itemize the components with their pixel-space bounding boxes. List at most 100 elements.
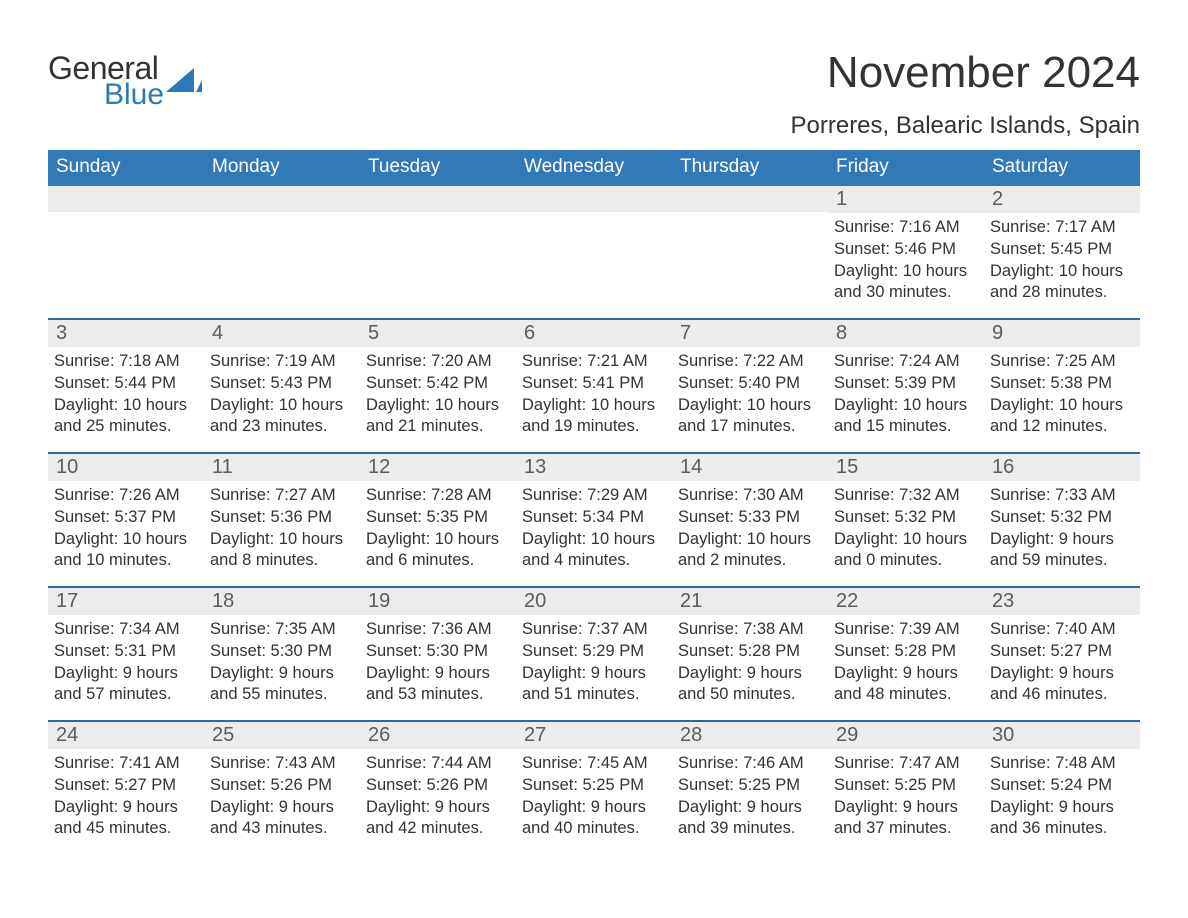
daylight-line: Daylight: 9 hours and 55 minutes. [210, 663, 354, 707]
sunset-line: Sunset: 5:39 PM [834, 373, 978, 395]
sunrise-line: Sunrise: 7:29 AM [522, 485, 666, 507]
daynum-row: 13 [516, 454, 672, 481]
day-15: 15Sunrise: 7:32 AMSunset: 5:32 PMDayligh… [828, 454, 984, 586]
daylight-line: Daylight: 10 hours and 8 minutes. [210, 529, 354, 573]
daynum-row: 29 [828, 722, 984, 749]
sunset-line: Sunset: 5:27 PM [990, 641, 1134, 663]
day-number: 14 [680, 456, 702, 478]
dow-monday: Monday [204, 150, 360, 186]
sunset-line: Sunset: 5:29 PM [522, 641, 666, 663]
day-body: Sunrise: 7:48 AMSunset: 5:24 PMDaylight:… [990, 749, 1134, 840]
logo: General Blue [48, 52, 202, 110]
daynum-row: 6 [516, 320, 672, 347]
day-body: Sunrise: 7:20 AMSunset: 5:42 PMDaylight:… [366, 347, 510, 438]
sunrise-line: Sunrise: 7:26 AM [54, 485, 198, 507]
sunset-line: Sunset: 5:26 PM [210, 775, 354, 797]
day-11: 11Sunrise: 7:27 AMSunset: 5:36 PMDayligh… [204, 454, 360, 586]
sunrise-line: Sunrise: 7:44 AM [366, 753, 510, 775]
dow-tuesday: Tuesday [360, 150, 516, 186]
sunrise-line: Sunrise: 7:20 AM [366, 351, 510, 373]
day-body: Sunrise: 7:37 AMSunset: 5:29 PMDaylight:… [522, 615, 666, 706]
day-number: 6 [524, 322, 535, 344]
daynum-row: 3 [48, 320, 204, 347]
daylight-line: Daylight: 9 hours and 39 minutes. [678, 797, 822, 841]
daylight-line: Daylight: 10 hours and 15 minutes. [834, 395, 978, 439]
logo-text: General Blue [48, 52, 164, 110]
daylight-line: Daylight: 9 hours and 37 minutes. [834, 797, 978, 841]
sunset-line: Sunset: 5:28 PM [834, 641, 978, 663]
day-28: 28Sunrise: 7:46 AMSunset: 5:25 PMDayligh… [672, 722, 828, 854]
daynum-row: 22 [828, 588, 984, 615]
daynum-row [204, 186, 360, 212]
daynum-row: 27 [516, 722, 672, 749]
sunrise-line: Sunrise: 7:41 AM [54, 753, 198, 775]
dow-sunday: Sunday [48, 150, 204, 186]
daynum-row: 25 [204, 722, 360, 749]
sunset-line: Sunset: 5:32 PM [990, 507, 1134, 529]
daylight-line: Daylight: 10 hours and 19 minutes. [522, 395, 666, 439]
day-23: 23Sunrise: 7:40 AMSunset: 5:27 PMDayligh… [984, 588, 1140, 720]
sunset-line: Sunset: 5:26 PM [366, 775, 510, 797]
sunrise-line: Sunrise: 7:17 AM [990, 217, 1134, 239]
sunset-line: Sunset: 5:44 PM [54, 373, 198, 395]
daylight-line: Daylight: 10 hours and 30 minutes. [834, 261, 978, 305]
day-number: 2 [992, 188, 1003, 210]
day-25: 25 Sunrise: 7:43 AMSunset: 5:26 PMDayligh… [204, 722, 360, 854]
day-5: 5Sunrise: 7:20 AMSunset: 5:42 PMDaylight… [360, 320, 516, 452]
daylight-line: Daylight: 9 hours and 57 minutes. [54, 663, 198, 707]
sunrise-line: Sunrise: 7:33 AM [990, 485, 1134, 507]
sunset-line: Sunset: 5:43 PM [210, 373, 354, 395]
day-29: 29 Sunrise: 7:47 AMSunset: 5:25 PMDayligh… [828, 722, 984, 854]
sunrise-line: Sunrise: 7:47 AM [834, 753, 978, 775]
daynum-row: 10 [48, 454, 204, 481]
day-body: Sunrise: 7:43 AMSunset: 5:26 PMDaylight:… [210, 749, 354, 840]
day-number: 9 [992, 322, 1003, 344]
sunset-line: Sunset: 5:40 PM [678, 373, 822, 395]
daylight-line: Daylight: 10 hours and 6 minutes. [366, 529, 510, 573]
day-24: 24Sunrise: 7:41 AMSunset: 5:27 PMDayligh… [48, 722, 204, 854]
location: Porreres, Balearic Islands, Spain [791, 112, 1141, 140]
day-number: 10 [56, 456, 78, 478]
day-number: 3 [56, 322, 67, 344]
day-number: 4 [212, 322, 223, 344]
day-body: Sunrise: 7:27 AMSunset: 5:36 PMDaylight:… [210, 481, 354, 572]
daynum-row [516, 186, 672, 212]
day-2: 2Sunrise: 7:17 AMSunset: 5:45 PMDaylight… [984, 186, 1140, 318]
day-body: Sunrise: 7:47 AMSunset: 5:25 PMDaylight:… [834, 749, 978, 840]
day-body: Sunrise: 7:18 AMSunset: 5:44 PMDaylight:… [54, 347, 198, 438]
day-6: 6 Sunrise: 7:21 AMSunset: 5:41 PMDaylight… [516, 320, 672, 452]
day-body: Sunrise: 7:21 AMSunset: 5:41 PMDaylight:… [522, 347, 666, 438]
sunset-line: Sunset: 5:46 PM [834, 239, 978, 261]
sunset-line: Sunset: 5:24 PM [990, 775, 1134, 797]
dow-wednesday: Wednesday [516, 150, 672, 186]
day-body: Sunrise: 7:24 AMSunset: 5:39 PMDaylight:… [834, 347, 978, 438]
daynum-row: 24 [48, 722, 204, 749]
sunset-line: Sunset: 5:37 PM [54, 507, 198, 529]
day-16: 16Sunrise: 7:33 AMSunset: 5:32 PMDayligh… [984, 454, 1140, 586]
daylight-line: Daylight: 10 hours and 21 minutes. [366, 395, 510, 439]
day-body: Sunrise: 7:16 AMSunset: 5:46 PMDaylight:… [834, 213, 978, 304]
day-number: 29 [836, 724, 858, 746]
day-body: Sunrise: 7:30 AMSunset: 5:33 PMDaylight:… [678, 481, 822, 572]
day-body: Sunrise: 7:32 AMSunset: 5:32 PMDaylight:… [834, 481, 978, 572]
day-empty [672, 186, 828, 318]
sunset-line: Sunset: 5:25 PM [522, 775, 666, 797]
day-7: 7Sunrise: 7:22 AMSunset: 5:40 PMDaylight… [672, 320, 828, 452]
daynum-row: 20 [516, 588, 672, 615]
daynum-row: 19 [360, 588, 516, 615]
day-number: 25 [212, 724, 234, 746]
daylight-line: Daylight: 9 hours and 43 minutes. [210, 797, 354, 841]
week-row: 24Sunrise: 7:41 AMSunset: 5:27 PMDayligh… [48, 720, 1140, 854]
day-13: 13Sunrise: 7:29 AMSunset: 5:34 PMDayligh… [516, 454, 672, 586]
daylight-line: Daylight: 10 hours and 10 minutes. [54, 529, 198, 573]
daynum-row: 1 [828, 186, 984, 213]
daylight-line: Daylight: 10 hours and 25 minutes. [54, 395, 198, 439]
day-number: 30 [992, 724, 1014, 746]
day-number: 8 [836, 322, 847, 344]
day-number: 26 [368, 724, 390, 746]
daylight-line: Daylight: 10 hours and 2 minutes. [678, 529, 822, 573]
day-body: Sunrise: 7:19 AMSunset: 5:43 PMDaylight:… [210, 347, 354, 438]
day-number: 1 [836, 188, 847, 210]
day-number: 19 [368, 590, 390, 612]
daynum-row: 12 [360, 454, 516, 481]
